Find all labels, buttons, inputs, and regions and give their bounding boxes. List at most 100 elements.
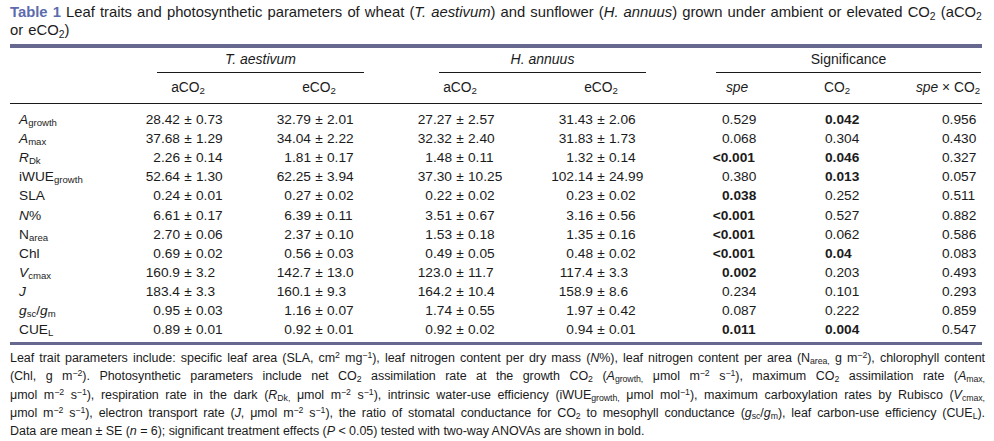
se-value: 0.16 xyxy=(609,227,657,242)
value-cell: 3.51±0.67 xyxy=(382,208,538,223)
less-than-sign: < xyxy=(713,246,721,261)
row-label: Narea xyxy=(10,227,120,242)
p-value-cell: 0.882 xyxy=(876,208,982,223)
p-value-cell: <0.001 xyxy=(664,246,772,261)
mean-value: 0.23 xyxy=(545,188,593,203)
mean-value: 52.64 xyxy=(132,169,180,184)
value-cell: 34.04±2.22 xyxy=(256,131,382,146)
plus-minus-sign: ± xyxy=(452,322,468,337)
value-cell: 0.92±0.01 xyxy=(256,322,382,337)
plus-minus-sign: ± xyxy=(593,227,609,242)
plus-minus-sign: ± xyxy=(593,112,609,127)
value-cell: 0.94±0.01 xyxy=(538,322,664,337)
value-cell: 1.74±0.55 xyxy=(382,303,538,318)
se-value: 11.7 xyxy=(468,265,516,280)
p-value: 0.493 xyxy=(942,265,976,280)
mean-value: 142.7 xyxy=(263,265,311,280)
se-value: 0.11 xyxy=(327,208,375,223)
se-value: 0.11 xyxy=(468,150,516,165)
mean-value: 158.9 xyxy=(545,284,593,299)
table-body: Agrowth28.42±0.7332.79±2.0127.27±2.5731.… xyxy=(10,105,982,339)
se-value: 24.99 xyxy=(609,169,657,184)
plus-minus-sign: ± xyxy=(452,131,468,146)
mean-value: 32.32 xyxy=(404,131,452,146)
se-value: 3.2 xyxy=(196,265,244,280)
caption-line-2: or eCO2) xyxy=(10,21,990,39)
plus-minus-sign: ± xyxy=(311,188,327,203)
se-value: 1.29 xyxy=(196,131,244,146)
value-cell: 6.61±0.17 xyxy=(120,208,256,223)
se-value: 0.06 xyxy=(196,227,244,242)
caption-text-1: Leaf traits and photosynthetic parameter… xyxy=(66,4,982,20)
p-value-cell: 0.087 xyxy=(664,303,772,318)
mean-value: 32.79 xyxy=(263,112,311,127)
p-value-cell: 0.101 xyxy=(772,284,876,299)
p-value: 0.956 xyxy=(942,112,976,127)
less-than-sign: < xyxy=(713,150,721,165)
mean-value: 0.92 xyxy=(404,322,452,337)
mean-value: 0.48 xyxy=(545,246,593,261)
value-cell: 27.27±2.57 xyxy=(382,112,538,127)
mean-value: 37.30 xyxy=(404,169,452,184)
mean-value: 164.2 xyxy=(404,284,452,299)
mean-value: 3.16 xyxy=(545,208,593,223)
value-cell: 0.27±0.02 xyxy=(256,188,382,203)
plus-minus-sign: ± xyxy=(452,284,468,299)
se-value: 0.05 xyxy=(468,246,516,261)
se-value: 0.07 xyxy=(327,303,375,318)
table-footnote: Leaf trait parameters include: specific … xyxy=(10,349,985,440)
p-value-cell: 0.004 xyxy=(772,322,876,337)
row-label: Vcmax xyxy=(10,265,120,280)
p-value-cell: 0.527 xyxy=(772,208,876,223)
p-value-cell: 0.083 xyxy=(876,246,982,261)
plus-minus-sign: ± xyxy=(311,322,327,337)
plus-minus-sign: ± xyxy=(311,169,327,184)
mean-value: 0.94 xyxy=(545,322,593,337)
paper-table-figure: Table 1 Leaf traits and photosynthetic p… xyxy=(0,0,994,441)
value-cell: 52.64±1.30 xyxy=(120,169,256,184)
p-value: 0.222 xyxy=(825,303,859,318)
p-value: 0.046 xyxy=(825,150,859,165)
value-cell: 1.16±0.07 xyxy=(256,303,382,318)
p-value: 0.042 xyxy=(825,112,859,127)
p-value-cell: 0.046 xyxy=(772,150,876,165)
value-cell: 0.89±0.01 xyxy=(120,322,256,337)
caption-line-1: Table 1 Leaf traits and photosynthetic p… xyxy=(10,3,990,21)
plus-minus-sign: ± xyxy=(311,208,327,223)
se-value: 0.14 xyxy=(196,150,244,165)
subhead-wheat-eco2: eCO2 xyxy=(259,80,379,100)
p-value-cell: 0.511 xyxy=(876,188,982,203)
mean-value: 160.9 xyxy=(132,265,180,280)
table-caption: Table 1 Leaf traits and photosynthetic p… xyxy=(10,3,990,39)
value-cell: 123.0±11.7 xyxy=(382,265,538,280)
plus-minus-sign: ± xyxy=(180,246,196,261)
p-value-cell: 0.002 xyxy=(664,265,772,280)
row-label: Agrowth xyxy=(10,112,120,127)
p-value: 0.586 xyxy=(942,227,976,242)
p-value-cell: 0.380 xyxy=(664,169,772,184)
mean-value: 1.16 xyxy=(263,303,311,318)
value-cell: 3.16±0.56 xyxy=(538,208,664,223)
subhead-spe-x-co2: spe × CO2 xyxy=(888,80,994,100)
p-value: 0.547 xyxy=(942,322,976,337)
plus-minus-sign: ± xyxy=(452,169,468,184)
value-cell: 37.30±10.25 xyxy=(382,169,538,184)
se-value: 0.02 xyxy=(196,246,244,261)
p-value: 0.511 xyxy=(942,188,975,203)
mean-value: 3.51 xyxy=(404,208,452,223)
plus-minus-sign: ± xyxy=(452,227,468,242)
plus-minus-sign: ± xyxy=(180,131,196,146)
plus-minus-sign: ± xyxy=(311,246,327,261)
plus-minus-sign: ± xyxy=(593,208,609,223)
se-value: 8.6 xyxy=(609,284,657,299)
value-cell: 0.48±0.02 xyxy=(538,246,664,261)
se-value: 2.57 xyxy=(468,112,516,127)
plus-minus-sign: ± xyxy=(593,284,609,299)
se-value: 1.30 xyxy=(196,169,244,184)
p-value-cell: 0.327 xyxy=(876,150,982,165)
p-value: 0.002 xyxy=(722,265,756,280)
value-cell: 0.56±0.03 xyxy=(256,246,382,261)
p-value-cell: <0.001 xyxy=(664,208,772,223)
subhead-annuus-aco2: aCO2 xyxy=(400,80,520,100)
value-cell: 1.32±0.14 xyxy=(538,150,664,165)
